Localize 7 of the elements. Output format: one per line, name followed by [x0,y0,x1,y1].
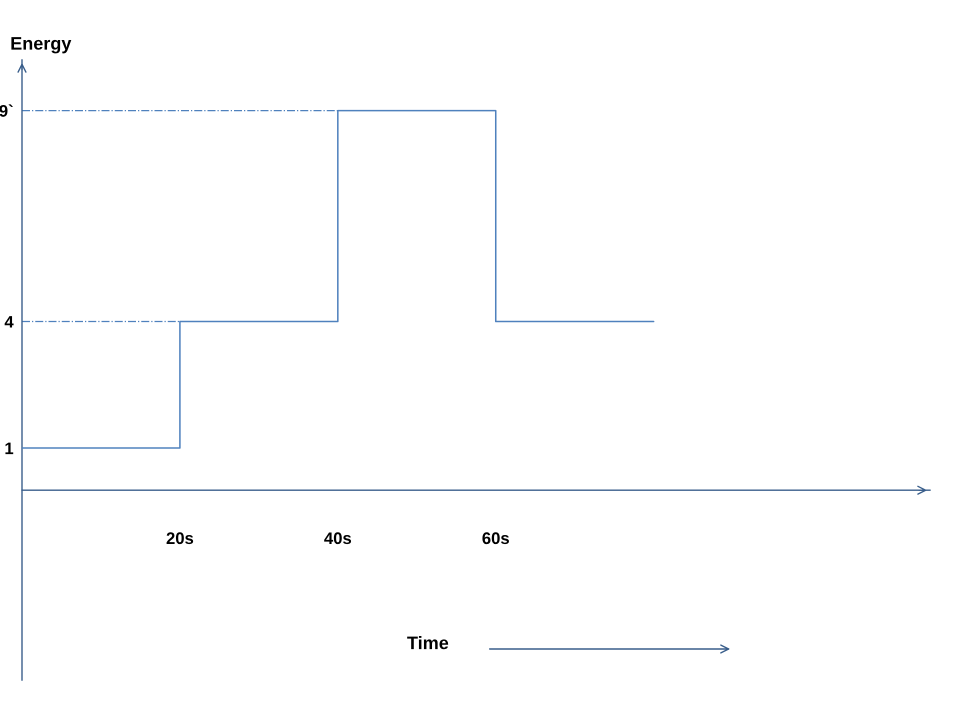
x-tick-label: 20s [166,532,194,544]
y-tick-label: 1 [5,442,14,454]
x-tick-label: 60s [482,532,509,544]
y-axis-title: Energy [11,37,72,54]
x-tick-label: 40s [324,532,352,544]
y-tick-label: 4 [4,316,14,328]
x-axis-title: Time [407,636,448,650]
